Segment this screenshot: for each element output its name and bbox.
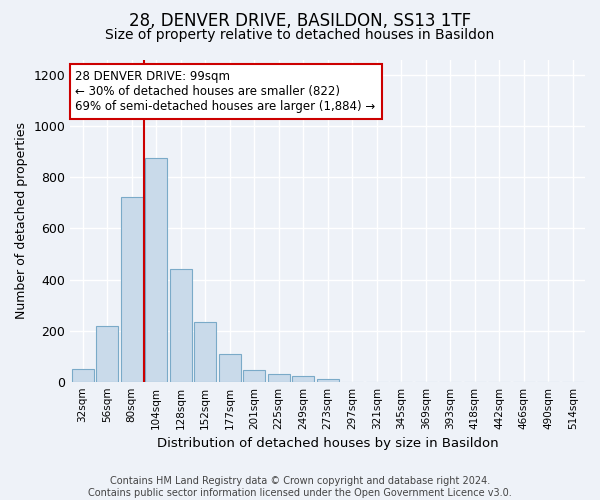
Bar	[96, 326, 118, 382]
Text: Size of property relative to detached houses in Basildon: Size of property relative to detached ho…	[106, 28, 494, 42]
Bar	[218, 354, 241, 382]
Text: Contains HM Land Registry data © Crown copyright and database right 2024.
Contai: Contains HM Land Registry data © Crown c…	[88, 476, 512, 498]
Bar	[317, 379, 338, 382]
Text: 28, DENVER DRIVE, BASILDON, SS13 1TF: 28, DENVER DRIVE, BASILDON, SS13 1TF	[129, 12, 471, 30]
Text: 28 DENVER DRIVE: 99sqm
← 30% of detached houses are smaller (822)
69% of semi-de: 28 DENVER DRIVE: 99sqm ← 30% of detached…	[76, 70, 376, 112]
Bar	[71, 369, 94, 382]
Bar	[292, 376, 314, 382]
Bar	[194, 322, 216, 382]
X-axis label: Distribution of detached houses by size in Basildon: Distribution of detached houses by size …	[157, 437, 499, 450]
Bar	[243, 370, 265, 382]
Bar	[268, 374, 290, 382]
Bar	[170, 270, 191, 382]
Y-axis label: Number of detached properties: Number of detached properties	[15, 122, 28, 320]
Bar	[121, 196, 143, 382]
Bar	[145, 158, 167, 382]
